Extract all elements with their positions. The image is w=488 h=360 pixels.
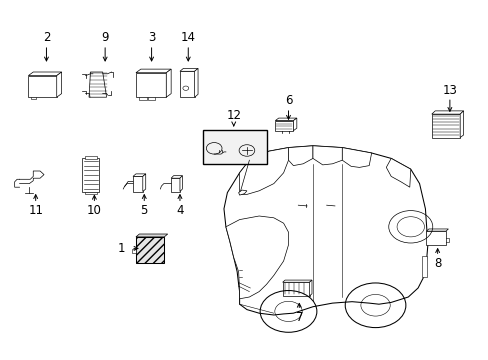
Polygon shape <box>171 178 180 192</box>
Bar <box>31 97 36 99</box>
Polygon shape <box>136 234 167 237</box>
Text: 14: 14 <box>181 31 195 44</box>
Polygon shape <box>288 146 312 166</box>
Polygon shape <box>426 229 447 231</box>
Polygon shape <box>224 146 427 315</box>
Text: 4: 4 <box>176 204 183 217</box>
Polygon shape <box>431 111 463 114</box>
Text: 6: 6 <box>284 94 292 107</box>
Polygon shape <box>133 174 145 176</box>
Polygon shape <box>293 118 296 131</box>
Bar <box>82 158 99 192</box>
Bar <box>426 231 445 245</box>
Polygon shape <box>142 174 145 192</box>
Text: 12: 12 <box>226 109 241 122</box>
Text: 7: 7 <box>295 311 303 324</box>
Polygon shape <box>238 190 246 195</box>
Bar <box>84 156 97 159</box>
Polygon shape <box>180 176 182 192</box>
Polygon shape <box>166 69 171 97</box>
Polygon shape <box>194 68 198 97</box>
Polygon shape <box>386 158 410 187</box>
FancyBboxPatch shape <box>203 130 266 164</box>
Bar <box>136 237 164 263</box>
Text: 10: 10 <box>87 204 102 217</box>
Polygon shape <box>225 216 288 299</box>
Bar <box>136 73 166 97</box>
Bar <box>431 114 459 138</box>
Polygon shape <box>459 111 463 138</box>
Bar <box>28 76 57 97</box>
Text: 3: 3 <box>147 31 155 44</box>
Polygon shape <box>282 280 311 282</box>
Text: 8: 8 <box>433 257 441 270</box>
Text: 5: 5 <box>140 204 148 217</box>
Bar <box>147 97 155 100</box>
Bar <box>84 192 97 194</box>
Polygon shape <box>28 72 61 76</box>
Bar <box>421 256 427 277</box>
Polygon shape <box>89 72 106 97</box>
Polygon shape <box>342 148 371 167</box>
Bar <box>139 97 146 100</box>
Bar <box>282 282 309 296</box>
Bar <box>180 71 194 97</box>
Polygon shape <box>239 148 288 194</box>
Polygon shape <box>275 121 293 131</box>
Bar <box>132 249 136 253</box>
Polygon shape <box>133 176 142 192</box>
Polygon shape <box>275 118 296 121</box>
Text: 2: 2 <box>42 31 50 44</box>
Polygon shape <box>312 146 342 165</box>
Polygon shape <box>180 68 198 71</box>
Text: 1: 1 <box>117 242 125 255</box>
Polygon shape <box>309 280 311 296</box>
Text: 11: 11 <box>28 204 43 217</box>
Polygon shape <box>136 69 171 73</box>
Text: 9: 9 <box>101 31 109 44</box>
Polygon shape <box>57 72 61 97</box>
Text: 13: 13 <box>442 84 456 96</box>
Polygon shape <box>171 176 182 178</box>
